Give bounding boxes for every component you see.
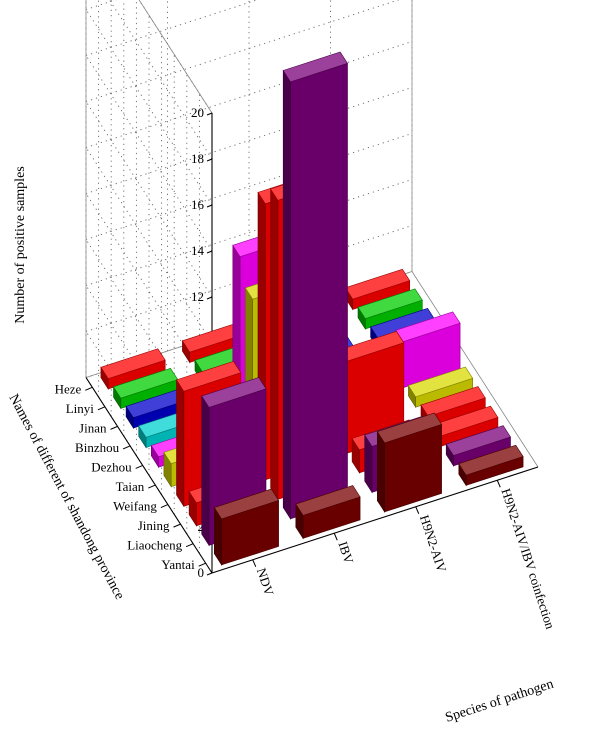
x-axis-line <box>211 466 539 574</box>
z-tick-label: 2 <box>198 519 205 534</box>
y-tick-mark <box>160 504 169 509</box>
y-tick-mark <box>110 425 118 430</box>
wall-edge <box>411 271 539 468</box>
z-tick-mark <box>206 250 213 254</box>
bar <box>282 51 348 520</box>
province-label: Yantai <box>161 557 195 572</box>
z-tick-mark <box>206 158 213 162</box>
province-label: Jinan <box>79 420 107 435</box>
bar <box>213 488 280 566</box>
z-tick-label: 16 <box>191 197 205 212</box>
bar <box>295 485 361 540</box>
x-tick-mark <box>333 533 338 541</box>
bar <box>458 444 524 487</box>
x-axis-title: Species of pathogen <box>444 677 556 726</box>
z-axis-title: Number of positive samples <box>13 166 28 323</box>
grid-line <box>85 0 400 102</box>
province-label: Liaocheng <box>127 538 182 553</box>
x-tick-mark <box>415 506 420 514</box>
z-tick-label: 14 <box>191 243 205 258</box>
bar-layer <box>100 51 524 566</box>
province-label: Weifang <box>113 499 157 514</box>
bar <box>407 366 474 409</box>
y-tick-mark <box>173 523 181 528</box>
z-tick-mark <box>206 112 213 116</box>
x-tick-mark <box>496 480 501 488</box>
bar <box>357 288 423 331</box>
pathogen-label: IBV <box>335 540 356 567</box>
grid-line <box>85 133 413 240</box>
wall-edge <box>138 0 213 114</box>
province-label: Taian <box>116 479 145 494</box>
pathogen-label: H9N2-AIV/IBV coinfection <box>498 487 558 632</box>
x-tick-mark <box>252 559 257 567</box>
y-tick-mark <box>135 465 143 469</box>
z-tick-label: 20 <box>191 105 204 120</box>
z-tick-mark <box>206 296 213 300</box>
y-tick-mark <box>122 445 131 450</box>
pathogen-label: NDV <box>254 566 277 598</box>
y-tick-mark <box>148 484 156 489</box>
province-label: Heze <box>55 381 82 396</box>
z-tick-label: 12 <box>191 289 204 304</box>
province-label: Dezhou <box>91 459 132 474</box>
y-tick-mark <box>97 406 106 411</box>
pathogen-label: H9N2-AIV <box>417 513 450 575</box>
y-tick-mark <box>85 386 93 391</box>
province-label: Linyi <box>66 401 95 416</box>
z-tick-mark <box>206 204 213 208</box>
z-tick-label: 0 <box>198 565 205 580</box>
y-axis-title: Names of different of shandong province <box>5 392 126 602</box>
z-tick-label: 18 <box>191 151 204 166</box>
grid-line <box>85 87 413 194</box>
province-label: Binzhou <box>75 440 120 455</box>
province-label: Jining <box>138 518 170 533</box>
z-tick-mark <box>206 572 213 576</box>
y-tick-mark <box>185 543 194 548</box>
bar <box>445 425 511 467</box>
bar <box>376 412 443 513</box>
y-axis-line <box>85 377 213 574</box>
y-tick-mark <box>198 562 206 567</box>
